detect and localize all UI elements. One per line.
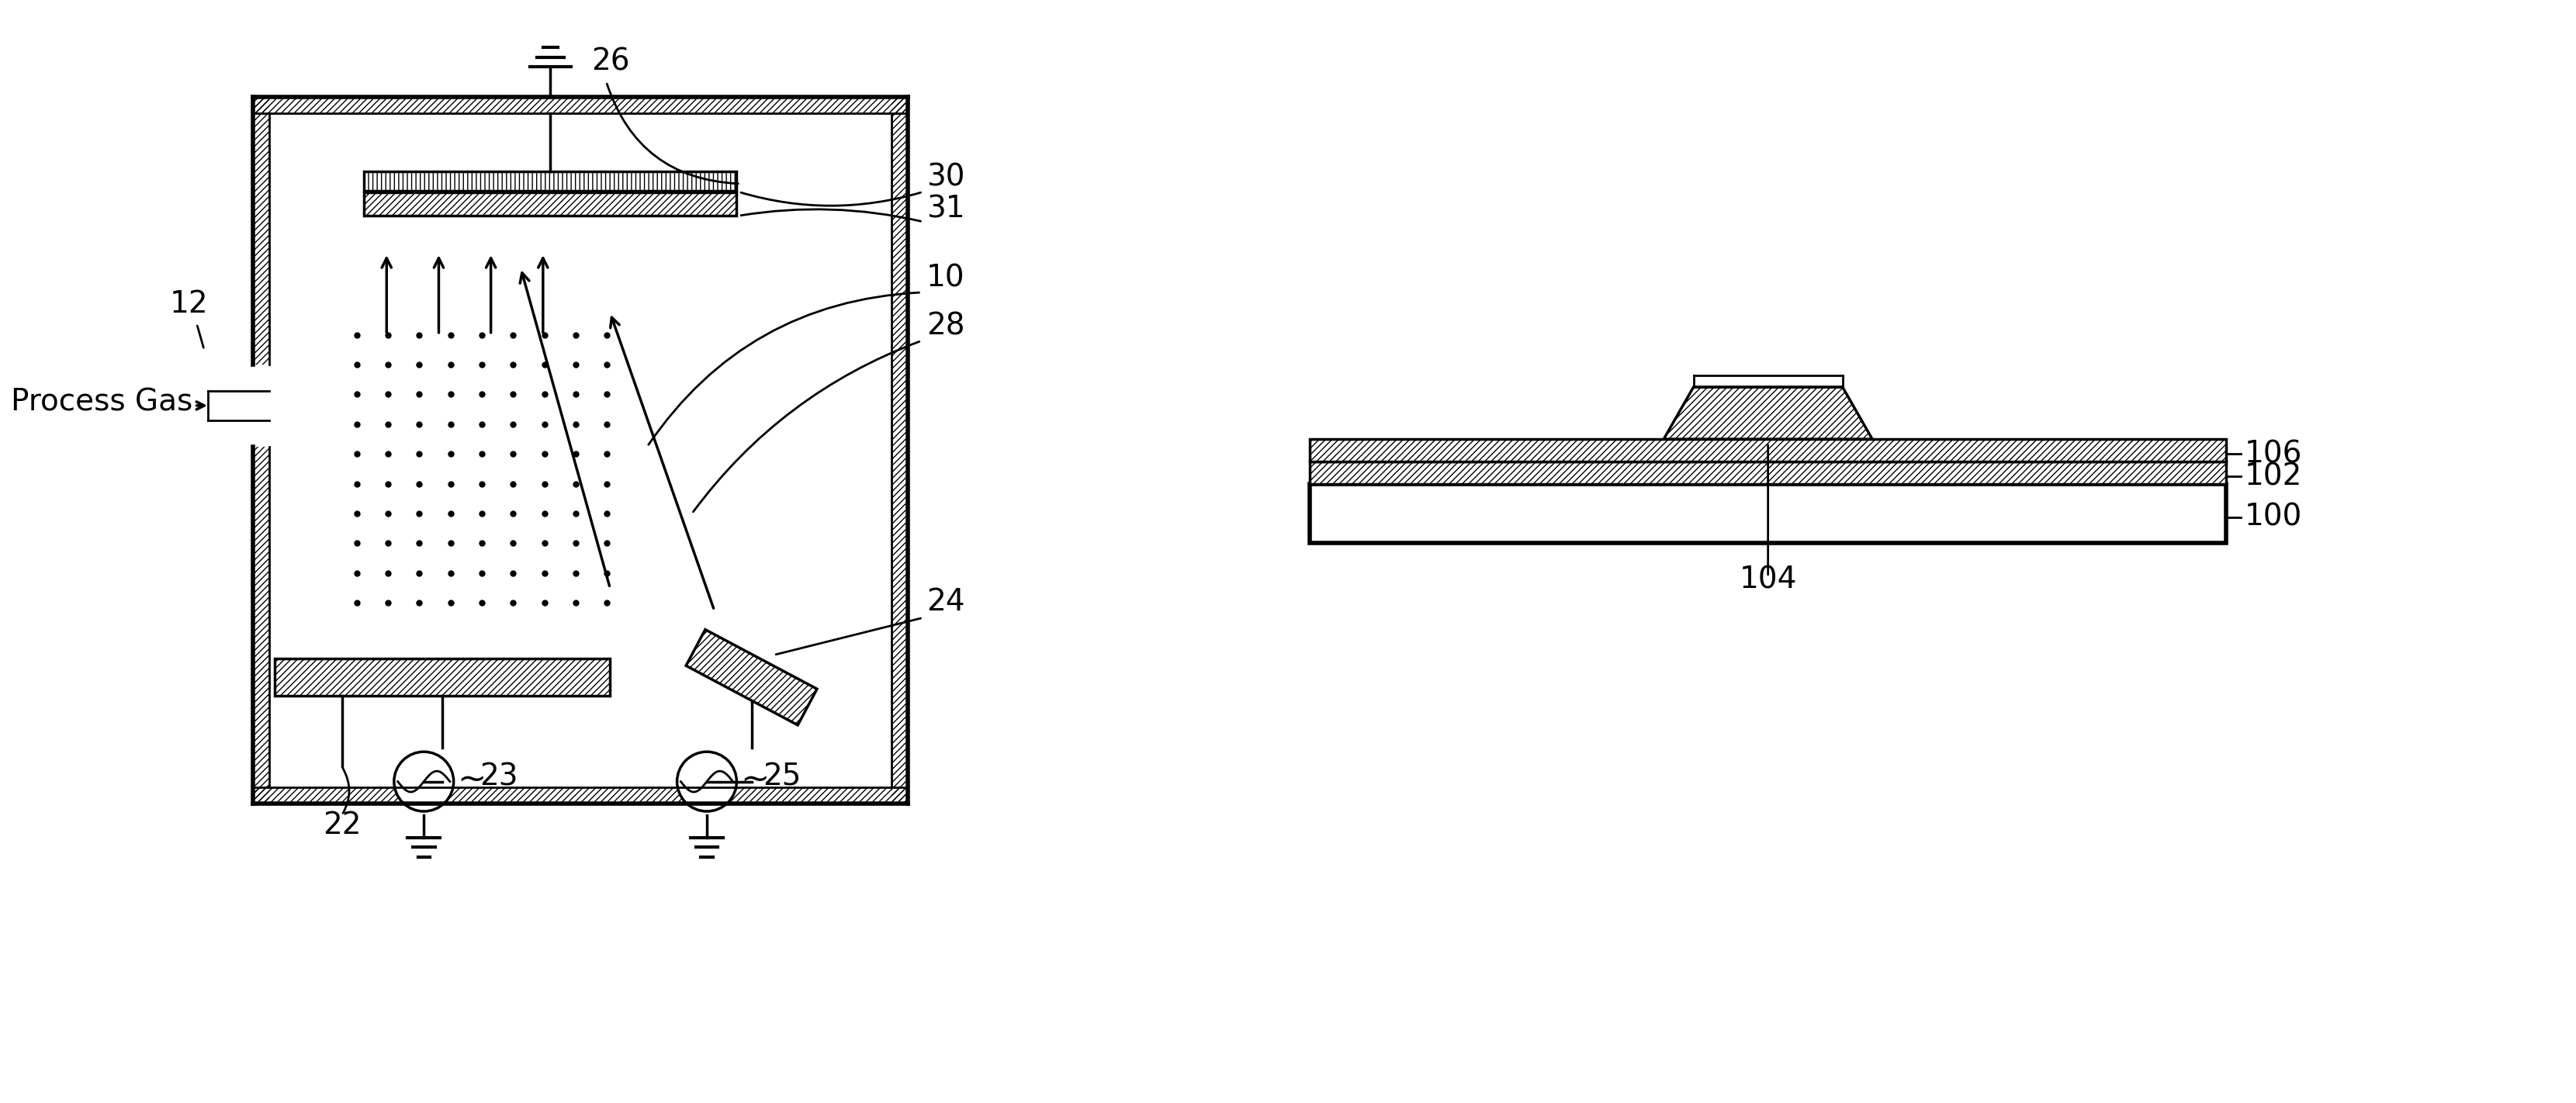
Text: ~: ~ bbox=[459, 763, 487, 796]
Text: 106: 106 bbox=[2244, 439, 2303, 469]
Polygon shape bbox=[685, 630, 817, 725]
Text: 22: 22 bbox=[322, 811, 361, 839]
Text: 30: 30 bbox=[927, 163, 966, 192]
Bar bbox=[363, 193, 737, 216]
Bar bbox=[891, 97, 907, 804]
Bar bbox=[252, 97, 907, 113]
Bar bbox=[1311, 461, 2226, 484]
Bar bbox=[1311, 484, 2226, 544]
Polygon shape bbox=[1664, 387, 1873, 439]
Text: 31: 31 bbox=[927, 194, 966, 224]
Text: 100: 100 bbox=[2244, 503, 2303, 532]
Bar bbox=[252, 97, 268, 365]
Bar bbox=[1311, 439, 2226, 461]
Text: 23: 23 bbox=[479, 762, 518, 792]
Bar bbox=[252, 788, 907, 804]
Text: 24: 24 bbox=[927, 587, 966, 617]
Bar bbox=[276, 658, 611, 696]
Circle shape bbox=[394, 752, 453, 812]
Text: 102: 102 bbox=[2244, 461, 2303, 491]
Circle shape bbox=[677, 752, 737, 812]
Text: 28: 28 bbox=[927, 311, 966, 341]
Text: ~: ~ bbox=[739, 763, 770, 796]
Text: 104: 104 bbox=[1739, 565, 1798, 595]
Text: 26: 26 bbox=[592, 47, 631, 77]
Bar bbox=[252, 447, 268, 804]
Text: Process Gas: Process Gas bbox=[10, 387, 193, 417]
Text: 10: 10 bbox=[927, 264, 966, 292]
Bar bbox=[363, 171, 737, 191]
Text: 25: 25 bbox=[762, 762, 801, 792]
Text: 12: 12 bbox=[170, 289, 209, 319]
